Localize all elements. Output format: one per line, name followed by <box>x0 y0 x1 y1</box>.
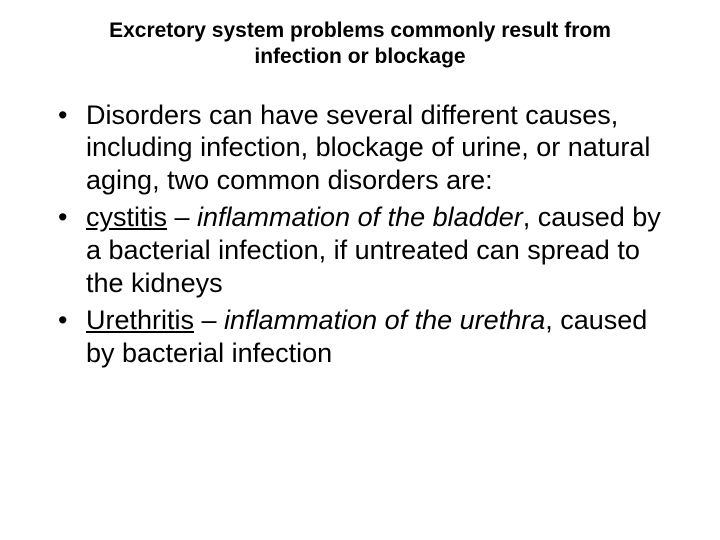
dash: – <box>194 305 224 335</box>
definition-italic: inflammation of the bladder <box>197 202 523 232</box>
dash: – <box>167 202 197 232</box>
list-item: Urethritis – inflammation of the urethra… <box>58 304 680 370</box>
term-underline: Urethritis <box>86 305 194 335</box>
bullet-text: Disorders can have several different cau… <box>86 100 650 196</box>
definition-italic: inflammation of the urethra <box>224 305 545 335</box>
list-item: cystitis – inflammation of the bladder, … <box>58 201 680 300</box>
list-item: Disorders can have several different cau… <box>58 99 680 198</box>
slide: Excretory system problems commonly resul… <box>0 0 720 540</box>
bullet-list: Disorders can have several different cau… <box>58 99 680 371</box>
slide-title: Excretory system problems commonly resul… <box>80 18 640 71</box>
term-underline: cystitis <box>86 202 167 232</box>
